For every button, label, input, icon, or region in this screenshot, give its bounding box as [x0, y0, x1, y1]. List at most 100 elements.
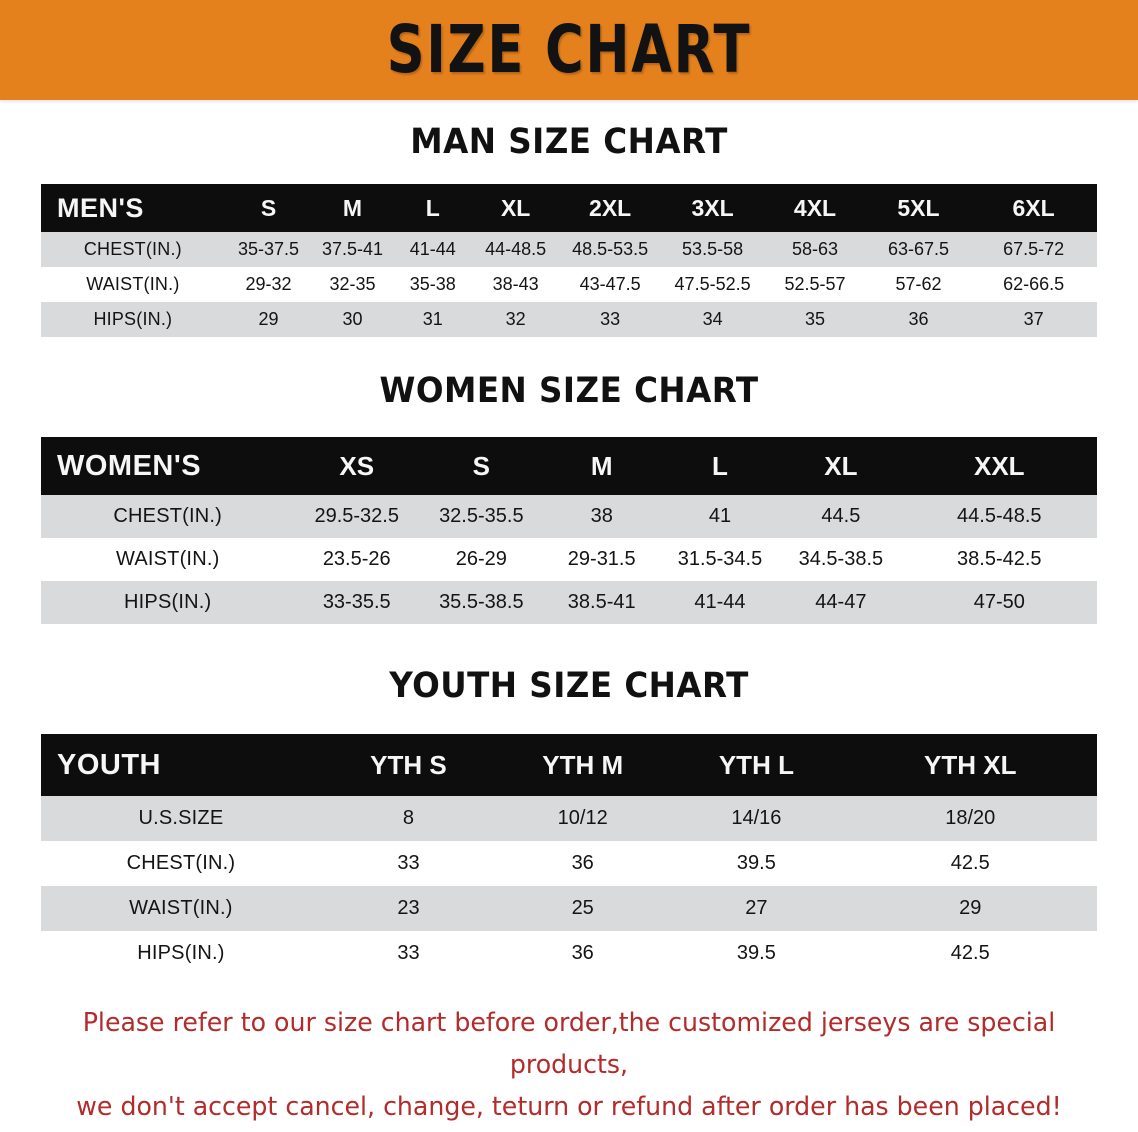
- women-col-header: M: [590, 450, 613, 481]
- man-corner-label: MEN'S: [57, 192, 144, 223]
- man-size-table-wrapper: MEN'S S M L XL 2XL 3XL 4XL 5XL 6XL CHEST…: [41, 184, 1097, 337]
- man-col-header: 2XL: [589, 194, 632, 221]
- women-cell: 29-31.5: [567, 548, 636, 570]
- man-cell: 31: [422, 309, 443, 329]
- youth-cell: 25: [571, 897, 594, 919]
- women-cell: 29.5-32.5: [314, 505, 399, 527]
- youth-table-header-row: YOUTH YTH S YTH M YTH L YTH XL: [41, 734, 1097, 796]
- man-cell: 47.5-52.5: [674, 274, 751, 294]
- table-row: HIPS(IN.) 33-35.5 35.5-38.5 38.5-41 41-4…: [41, 581, 1097, 624]
- women-size-table-wrapper: WOMEN'S XS S M L XL XXL CHEST(IN.) 29.5-…: [41, 437, 1097, 624]
- women-cell: 44-47: [815, 591, 867, 613]
- women-col-header: XXL: [974, 450, 1025, 481]
- youth-cell: 18/20: [945, 807, 996, 829]
- table-row: U.S.SIZE 8 10/12 14/16 18/20: [41, 796, 1097, 841]
- youth-cell: 8: [402, 807, 415, 829]
- youth-cell: 10/12: [557, 807, 608, 829]
- man-cell: 30: [342, 309, 363, 329]
- women-cell: 31.5-34.5: [677, 548, 763, 570]
- table-row: HIPS(IN.) 33 36 39.5 42.5: [41, 931, 1097, 976]
- youth-corner-label: YOUTH: [57, 748, 161, 781]
- man-cell: 32-35: [329, 274, 376, 294]
- youth-cell: 29: [959, 897, 982, 919]
- disclaimer-note: Please refer to our size chart before or…: [55, 1002, 1083, 1128]
- youth-cell: 33: [397, 942, 420, 964]
- man-cell: 35-37.5: [238, 239, 300, 259]
- man-cell: 37: [1023, 309, 1044, 329]
- women-row-label: WAIST(IN.): [115, 548, 220, 570]
- man-cell: 52.5-57: [784, 274, 846, 294]
- women-col-header: S: [472, 450, 490, 481]
- youth-col-header: YTH S: [370, 749, 447, 780]
- man-cell: 37.5-41: [321, 239, 384, 259]
- women-cell: 44.5-48.5: [957, 505, 1042, 527]
- youth-cell: 36: [571, 942, 594, 964]
- women-section-title: WOMEN SIZE CHART: [379, 371, 759, 411]
- man-cell: 62-66.5: [1003, 274, 1065, 294]
- women-col-header: L: [712, 450, 728, 481]
- man-size-table: MEN'S S M L XL 2XL 3XL 4XL 5XL 6XL CHEST…: [41, 184, 1097, 337]
- man-section-title: MAN SIZE CHART: [410, 122, 728, 162]
- youth-cell: 39.5: [736, 942, 776, 964]
- women-cell: 41-44: [694, 591, 746, 613]
- women-cell: 32.5-35.5: [439, 505, 524, 527]
- youth-cell: 23: [397, 897, 420, 919]
- man-row-label: HIPS(IN.): [93, 309, 173, 329]
- women-corner-label: WOMEN'S: [57, 449, 202, 482]
- women-cell: 23.5-26: [322, 548, 391, 570]
- disclaimer-line-2: we don't accept cancel, change, teturn o…: [76, 1092, 1062, 1122]
- women-col-header: XL: [824, 450, 858, 481]
- man-cell: 41-44: [409, 239, 456, 259]
- youth-col-header: YTH L: [718, 749, 794, 780]
- youth-row-label: HIPS(IN.): [137, 942, 225, 964]
- man-col-header: 5XL: [897, 194, 940, 221]
- women-cell: 35.5-38.5: [439, 591, 524, 613]
- youth-cell: 39.5: [736, 852, 776, 874]
- man-cell: 34: [702, 309, 723, 329]
- man-row-label: WAIST(IN.): [86, 274, 180, 294]
- women-cell: 26-29: [455, 548, 507, 570]
- youth-row-label: CHEST(IN.): [126, 852, 236, 874]
- youth-row-label: U.S.SIZE: [138, 807, 224, 829]
- youth-section-title: YOUTH SIZE CHART: [389, 666, 749, 706]
- table-row: WAIST(IN.) 23 25 27 29: [41, 886, 1097, 931]
- youth-row-label: WAIST(IN.): [129, 897, 233, 919]
- youth-size-table: YOUTH YTH S YTH M YTH L YTH XL U.S.SIZE …: [41, 734, 1097, 976]
- youth-cell: 42.5: [950, 942, 990, 964]
- man-cell: 35-38: [409, 274, 456, 294]
- man-cell: 36: [908, 309, 929, 329]
- table-row: HIPS(IN.) 29 30 31 32 33 34 35 36 37: [41, 302, 1097, 337]
- man-cell: 67.5-72: [1003, 239, 1065, 259]
- women-row-label: CHEST(IN.): [113, 505, 223, 527]
- man-col-header: S: [260, 194, 277, 221]
- man-cell: 63-67.5: [887, 239, 950, 259]
- man-row-label: CHEST(IN.): [83, 239, 182, 259]
- man-cell: 29: [258, 309, 279, 329]
- women-table-header-row: WOMEN'S XS S M L XL XXL: [41, 437, 1097, 495]
- youth-size-table-wrapper: YOUTH YTH S YTH M YTH L YTH XL U.S.SIZE …: [41, 734, 1097, 976]
- page-banner: SIZE CHART: [0, 0, 1138, 100]
- man-cell: 58-63: [791, 239, 839, 259]
- women-cell: 38.5-41: [567, 591, 636, 613]
- man-cell: 32: [505, 309, 526, 329]
- man-cell: 38-43: [492, 274, 539, 294]
- women-col-header: XS: [339, 450, 375, 481]
- man-col-header: M: [342, 194, 363, 221]
- disclaimer-line-1: Please refer to our size chart before or…: [82, 1008, 1056, 1080]
- youth-cell: 33: [397, 852, 420, 874]
- man-col-header: L: [425, 194, 440, 221]
- man-col-header: 4XL: [793, 194, 837, 221]
- man-col-header: XL: [500, 194, 531, 221]
- table-row: CHEST(IN.) 35-37.5 37.5-41 41-44 44-48.5…: [41, 232, 1097, 267]
- man-col-header: 6XL: [1012, 194, 1055, 221]
- man-cell: 35: [804, 309, 826, 329]
- women-row-label: HIPS(IN.): [124, 591, 212, 613]
- youth-cell: 42.5: [950, 852, 990, 874]
- table-row: WAIST(IN.) 23.5-26 26-29 29-31.5 31.5-34…: [41, 538, 1097, 581]
- page-title: SIZE CHART: [386, 11, 752, 88]
- youth-cell: 27: [745, 897, 768, 919]
- man-cell: 44-48.5: [485, 239, 547, 259]
- man-cell: 43-47.5: [579, 274, 641, 294]
- man-cell: 53.5-58: [682, 239, 744, 259]
- youth-cell: 14/16: [731, 807, 782, 829]
